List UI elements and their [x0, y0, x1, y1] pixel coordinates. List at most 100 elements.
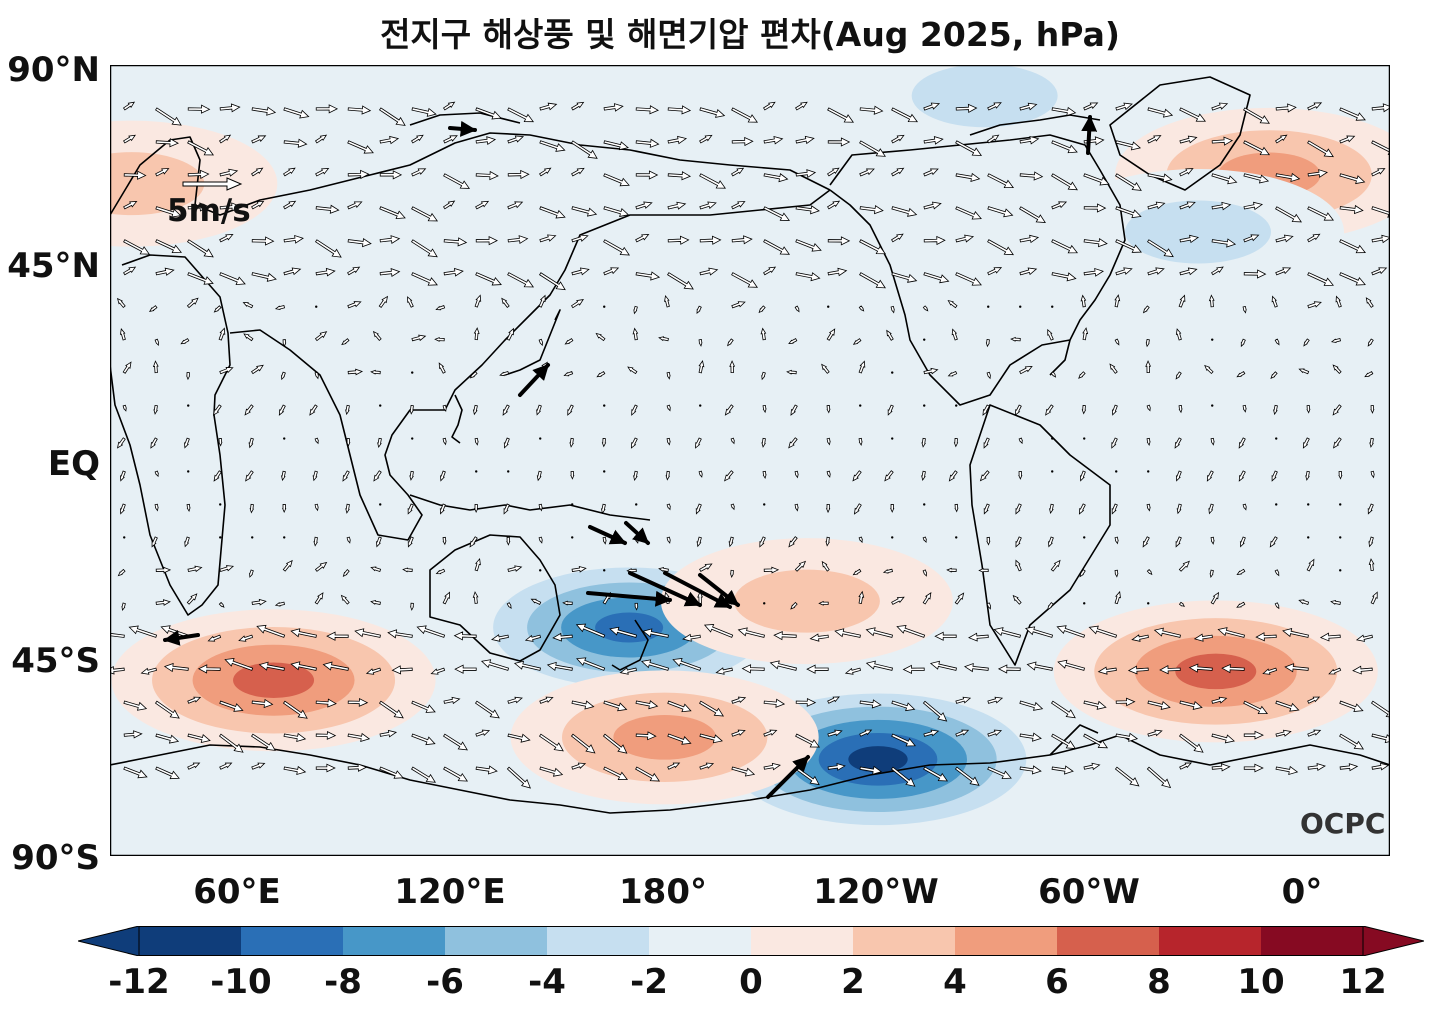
wind-vector — [443, 733, 468, 751]
wind-vector — [283, 765, 307, 776]
wind-vector-dot — [603, 569, 606, 572]
wind-vector — [503, 437, 510, 449]
wind-vector — [184, 536, 190, 548]
wind-vector — [282, 339, 287, 348]
wind-vector — [696, 305, 702, 315]
wind-vector-dot — [283, 536, 286, 539]
wind-vector — [955, 272, 982, 286]
wind-vector — [1083, 267, 1105, 277]
wind-vector — [238, 634, 254, 642]
wind-vector-dot — [923, 503, 926, 506]
wind-vector — [891, 596, 905, 605]
wind-vector — [152, 360, 159, 374]
colorbar-extend-high — [1362, 926, 1424, 956]
wind-vector — [186, 372, 191, 381]
wind-vector — [1082, 327, 1089, 341]
wind-vector — [123, 766, 148, 779]
wind-vector — [1048, 536, 1054, 548]
wind-vector — [507, 135, 525, 144]
wind-vector — [1371, 168, 1386, 177]
wind-vector — [731, 167, 745, 177]
wind-vector — [795, 101, 808, 111]
wind-vector — [1275, 765, 1299, 776]
wind-vector — [955, 206, 982, 220]
wind-vector — [379, 268, 401, 278]
wind-vector — [1115, 239, 1142, 253]
wind-vector — [1188, 663, 1213, 673]
wind-vector — [1275, 234, 1294, 243]
wind-vector — [571, 565, 587, 573]
wind-vector — [274, 601, 285, 607]
wind-vector — [1019, 732, 1042, 742]
wind-vector — [1303, 338, 1310, 347]
wind-vector — [1015, 559, 1022, 572]
wind-vector — [416, 625, 446, 638]
wind-vector — [283, 732, 307, 743]
coastline-japan — [504, 309, 561, 376]
wind-vector — [1307, 301, 1322, 309]
wind-vector — [347, 266, 361, 276]
wind-vector — [251, 135, 267, 144]
wind-vector — [1370, 700, 1390, 718]
wind-vector — [1051, 765, 1074, 775]
wind-vector — [506, 766, 531, 789]
wind-vector — [1243, 763, 1264, 773]
wind-vector — [666, 503, 671, 511]
wind-vector — [997, 664, 1021, 674]
wind-vector — [187, 202, 209, 212]
wind-vector — [314, 592, 324, 605]
wind-vector — [890, 305, 895, 314]
coastline-australia — [429, 534, 561, 662]
wind-vector — [347, 237, 372, 248]
wind-vector — [1045, 404, 1054, 416]
wind-vector — [891, 272, 918, 283]
wind-vector — [1367, 503, 1374, 515]
wind-vector — [1269, 536, 1278, 548]
wind-vector — [474, 700, 500, 719]
wind-vector — [407, 503, 414, 515]
wind-vector — [379, 206, 406, 220]
wind-vector — [218, 438, 223, 447]
wind-vector — [1179, 234, 1200, 244]
wind-vector — [1243, 140, 1271, 156]
wind-vector — [186, 503, 191, 513]
wind-vector — [699, 134, 713, 144]
wind-vector — [123, 134, 136, 144]
map-title: 전지구 해상풍 및 해면기압 편차(Aug 2025, hPa) — [380, 15, 1120, 54]
wind-vector — [633, 470, 638, 482]
wind-vector — [923, 168, 939, 177]
wind-vector — [1050, 371, 1057, 378]
wind-vector — [923, 729, 940, 737]
wind-vector — [698, 470, 703, 478]
wind-vector — [987, 696, 1004, 704]
wind-vector — [852, 338, 862, 345]
wind-vector — [827, 763, 846, 771]
lon-label-180: 180° — [619, 872, 707, 912]
wind-vector — [763, 566, 780, 574]
wind-vector — [825, 536, 830, 547]
wind-vector — [1368, 558, 1375, 571]
wind-vector — [730, 437, 735, 445]
wind-vector — [699, 700, 725, 717]
wind-vector — [922, 536, 927, 544]
wind-vector — [251, 598, 267, 606]
wind-vector — [341, 338, 350, 346]
wind-vector — [153, 404, 158, 415]
wind-vector — [603, 700, 628, 712]
wind-vector — [1367, 338, 1374, 347]
wind-vector — [187, 733, 211, 744]
wind-vector-dot — [411, 437, 414, 440]
wind-vector — [818, 600, 829, 606]
wind-vector — [1179, 201, 1196, 210]
wind-vector — [1083, 237, 1108, 248]
wind-vector — [763, 729, 778, 737]
wind-vector — [963, 662, 989, 673]
anomaly-contour — [613, 715, 716, 760]
wind-vector — [571, 762, 587, 770]
wind-vector — [443, 267, 464, 277]
wind-vector — [1010, 336, 1021, 342]
wind-vector — [852, 470, 862, 482]
wind-vector-dot — [763, 503, 766, 506]
wind-vector — [699, 235, 722, 245]
wind-vector — [1175, 328, 1182, 341]
